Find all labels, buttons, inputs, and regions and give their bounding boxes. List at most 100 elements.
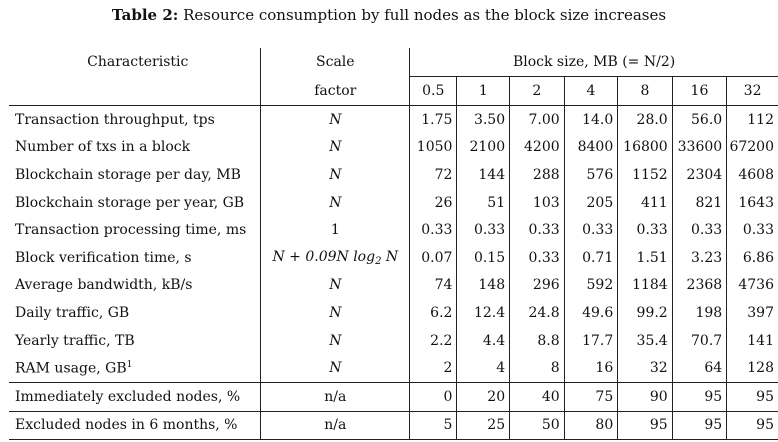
row-label: Blockchain storage per day, MB — [9, 161, 262, 189]
table-cell: 64 — [672, 354, 728, 383]
table-row: Transaction processing time, ms 1 0.33 0.33… — [9, 216, 778, 244]
table-cell: 74 — [409, 271, 458, 300]
header-scale-line2: factor — [260, 76, 411, 106]
row-label: Transaction processing time, ms — [9, 216, 262, 244]
table-row: Daily traffic, GB N 6.2 12.4 24.8 49.6 99.2 198… — [9, 299, 778, 327]
table-cell: 25 — [456, 411, 511, 440]
scale-factor: n/a — [260, 411, 411, 440]
scale-factor: N — [260, 161, 411, 189]
table-cell: 24.8 — [509, 299, 565, 327]
table-cell: 16800 — [617, 133, 673, 162]
row-label: Transaction throughput, tps — [9, 105, 262, 134]
table-cell: 8.8 — [509, 326, 565, 355]
table-cell: 95 — [756, 388, 774, 405]
table-cell: 35.4 — [617, 326, 673, 355]
table-row: Number of txs in a block N 1050 2100 4200 840… — [9, 133, 778, 162]
row-label-text: RAM usage, GB — [15, 360, 127, 377]
table-cell: 0 — [409, 382, 458, 412]
header-block-size: Block size, MB (= N/2) — [409, 48, 778, 77]
table-cell: 0.33 — [509, 216, 565, 244]
table-cell: 90 — [617, 382, 673, 412]
table-cell: 12.4 — [456, 299, 511, 327]
table-cell: 4200 — [509, 133, 565, 162]
table-cell: 0.07 — [409, 243, 458, 272]
table-cell: 2100 — [456, 133, 511, 162]
table-cell: 0.15 — [456, 243, 511, 272]
table-row: Immediately excluded nodes, % n/a 0 20 40 75 9… — [9, 382, 778, 412]
row-label-text: Yearly traffic, TB — [15, 332, 135, 349]
table-cell: 5 — [409, 411, 458, 440]
table-cell: 4736 — [738, 277, 774, 294]
row-label-text: Excluded nodes in 6 months, % — [15, 417, 238, 434]
table-cell: 1152 — [617, 161, 673, 189]
scale-factor: N — [260, 188, 411, 217]
table-row: Yearly traffic, TB N 2.2 4.4 8.8 17.7 35.4 70.7… — [9, 326, 778, 355]
size-header: 16 — [672, 76, 728, 106]
table-cell: 33600 — [672, 133, 728, 162]
table-cell: 128 — [747, 360, 774, 377]
row-label-text: Transaction throughput, tps — [15, 111, 215, 128]
scale-factor: N — [260, 299, 411, 327]
table-cell: 1.51 — [617, 243, 673, 272]
table-row: Blockchain storage per day, MB N 72 144 288 5… — [9, 161, 778, 189]
table-cell: 112 — [747, 111, 774, 128]
table-cell: 56.0 — [672, 105, 728, 134]
table-cell: 16 — [564, 354, 619, 383]
table-cell: 0.33 — [564, 216, 619, 244]
row-label: Blockchain storage per year, GB — [9, 188, 262, 217]
row-label: RAM usage, GB1 — [9, 354, 262, 383]
table-cell: 296 — [509, 271, 565, 300]
table-cell: 2304 — [672, 161, 728, 189]
header-scale-line1: Scale — [260, 48, 411, 77]
table-cell: 205 — [564, 188, 619, 217]
table-cell: 32 — [617, 354, 673, 383]
table-cell: 95 — [672, 382, 728, 412]
scale-factor: N — [260, 326, 411, 355]
table-cell: 70.7 — [672, 326, 728, 355]
table-cell: 28.0 — [617, 105, 673, 134]
table-cell: 288 — [509, 161, 565, 189]
resource-table: Characteristic Scale Block size, MB (= N… — [9, 48, 778, 440]
table-body: Transaction throughput, tps N 1.75 3.50 7.00… — [9, 105, 778, 440]
table-cell: 0.33 — [672, 216, 728, 244]
table-cell: 95 — [756, 417, 774, 434]
table-row: Transaction throughput, tps N 1.75 3.50 7.00… — [9, 105, 778, 134]
table-cell: 141 — [747, 332, 774, 349]
table-cell: 144 — [456, 161, 511, 189]
table-cell: 95 — [617, 411, 673, 440]
row-label: Excluded nodes in 6 months, % — [9, 411, 262, 440]
table-row: Blockchain storage per year, GB N 26 51 103 2… — [9, 188, 778, 217]
table-cell: 75 — [564, 382, 619, 412]
scale-factor: N — [260, 271, 411, 300]
table-cell: 49.6 — [564, 299, 619, 327]
table-cell: 99.2 — [617, 299, 673, 327]
table-cell: 576 — [564, 161, 619, 189]
table-cell: 4 — [456, 354, 511, 383]
table-cell: 4.4 — [456, 326, 511, 355]
table-cell: 67200 — [729, 139, 774, 156]
table-cell: 80 — [564, 411, 619, 440]
header-characteristic: Characteristic — [9, 48, 262, 106]
table-cell: 0.33 — [509, 243, 565, 272]
footnote-marker: 1 — [126, 359, 133, 370]
table-cell: 397 — [747, 304, 774, 321]
table-cell: 51 — [456, 188, 511, 217]
table-cell: 0.33 — [456, 216, 511, 244]
table-cell: 1.75 — [409, 105, 458, 134]
scale-factor: N + 0.09N log2 N — [260, 243, 411, 272]
scale-factor: 1 — [260, 216, 411, 244]
table-cell: 0.33 — [742, 222, 774, 239]
scale-factor: N — [260, 133, 411, 162]
row-label-text: Average bandwidth, kB/s — [15, 277, 193, 294]
caption-text: Resource consumption by full nodes as th… — [183, 6, 667, 24]
size-header: 0.5 — [409, 76, 458, 106]
row-label-text: Daily traffic, GB — [15, 304, 130, 321]
table-cell: 1184 — [617, 271, 673, 300]
table-cell: 821 — [672, 188, 728, 217]
table-cell: 14.0 — [564, 105, 619, 134]
table-cell: 20 — [456, 382, 511, 412]
table-cell: 6.86 — [742, 249, 774, 266]
table-cell: 8 — [509, 354, 565, 383]
table-cell: 17.7 — [564, 326, 619, 355]
table-cell: 198 — [672, 299, 728, 327]
